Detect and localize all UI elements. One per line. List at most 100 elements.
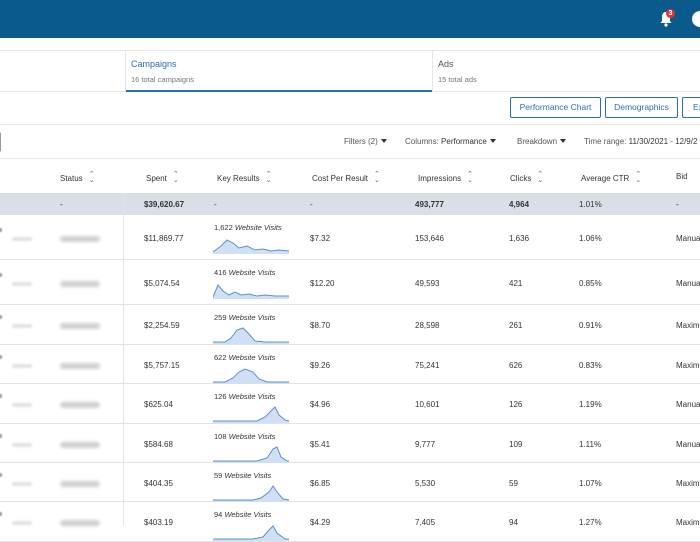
- key-results-label: Website Visits: [224, 471, 272, 480]
- cell-cost-per-result: $12.20: [310, 279, 335, 288]
- tab-ads[interactable]: Ads 15 total ads: [433, 51, 700, 92]
- row-checkbox[interactable]: [0, 473, 2, 477]
- cell-spent: $5,074.54: [144, 279, 180, 288]
- column-header-key-results[interactable]: Key Results ⌃ ⌄: [217, 171, 272, 184]
- time-range-picker[interactable]: Time range: 11/30/2021 - 12/9/2: [584, 137, 697, 146]
- table-row[interactable]: $404.35 59 Website Visits $6.85 5,530 59 1.07…: [0, 463, 700, 502]
- key-results-count: 126: [214, 392, 227, 401]
- column-header-bid[interactable]: Bid: [676, 172, 688, 181]
- breakdown-dropdown[interactable]: Breakdown: [517, 137, 567, 146]
- summary-clicks: 4,964: [509, 200, 530, 209]
- cell-bid: Manua: [676, 400, 700, 409]
- summary-impressions: 493,777: [415, 200, 444, 209]
- row-checkbox[interactable]: [0, 434, 2, 438]
- table-row[interactable]: $11,869.77 1,622 Website Visits $7.32 153,6…: [0, 215, 700, 260]
- key-results-label: Website Visits: [234, 223, 282, 232]
- cell-key-results: 108 Website Visits: [214, 432, 275, 441]
- cell-key-results: 59 Website Visits: [214, 471, 271, 480]
- cell-key-results: 622 Website Visits: [214, 353, 275, 362]
- key-results-count: 108: [214, 432, 227, 441]
- key-results-count: 94: [214, 510, 223, 519]
- key-results-sparkline: [213, 485, 290, 502]
- help-icon[interactable]: [692, 11, 700, 27]
- row-checkbox[interactable]: [0, 315, 2, 319]
- cell-spent: $5,757.15: [144, 361, 180, 370]
- breakdown-label: Breakdown: [517, 137, 558, 146]
- cell-clicks: 109: [509, 440, 523, 449]
- cell-impressions: 5,530: [415, 479, 436, 488]
- performance-chart-button[interactable]: Performance Chart: [510, 97, 601, 118]
- cell-key-results: 416 Website Visits: [214, 268, 275, 277]
- redacted-campaign-name: [12, 482, 32, 486]
- redacted-status: [60, 520, 100, 526]
- summary-cost-per-result: -: [310, 200, 313, 209]
- tab-divider: [125, 51, 126, 92]
- cell-bid: Manua: [676, 440, 700, 449]
- cell-impressions: 7,405: [415, 518, 436, 527]
- column-header-average-ctr[interactable]: Average CTR ⌃ ⌄: [581, 171, 642, 184]
- cell-spent: $2,254.59: [144, 321, 180, 330]
- cell-average-ctr: 0.83%: [579, 361, 602, 370]
- table-row[interactable]: $5,074.54 416 Website Visits $12.20 49,593 4…: [0, 260, 700, 305]
- column-header-cost-per-result[interactable]: Cost Per Result ⌃ ⌄: [312, 171, 380, 184]
- redacted-campaign-name: [12, 403, 32, 407]
- tab-campaigns-title: Campaigns: [131, 59, 177, 69]
- table-row[interactable]: $403.19 94 Website Visits $4.29 7,405 94 1.27…: [0, 502, 700, 542]
- column-header-impressions[interactable]: Impressions ⌃ ⌄: [418, 171, 473, 184]
- column-header-clicks[interactable]: Clicks ⌃ ⌄: [510, 171, 544, 184]
- tab-ads-title: Ads: [438, 59, 454, 69]
- search-input[interactable]: [0, 132, 1, 152]
- sort-icon: ⌃ ⌄: [537, 171, 544, 184]
- row-checkbox[interactable]: [0, 355, 2, 359]
- key-results-sparkline: [213, 406, 290, 423]
- cell-impressions: 49,593: [415, 279, 440, 288]
- tab-campaigns[interactable]: Campaigns 16 total campaigns: [126, 51, 432, 92]
- tab-divider: [432, 51, 433, 92]
- cell-key-results: 94 Website Visits: [214, 510, 271, 519]
- cell-average-ctr: 1.06%: [579, 234, 602, 243]
- column-divider: [123, 194, 124, 525]
- redacted-status: [60, 236, 100, 242]
- summary-key-results: -: [214, 200, 217, 209]
- demographics-button[interactable]: Demographics: [605, 97, 678, 118]
- redacted-status: [60, 323, 100, 329]
- cell-bid: Maxim: [676, 361, 700, 370]
- row-checkbox[interactable]: [0, 228, 2, 232]
- key-results-sparkline: [213, 239, 290, 254]
- row-checkbox[interactable]: [0, 512, 2, 516]
- key-results-label: Website Visits: [224, 510, 272, 519]
- cell-average-ctr: 1.19%: [579, 400, 602, 409]
- tab-ads-subtitle: 15 total ads: [438, 75, 477, 84]
- cell-cost-per-result: $8.70: [310, 321, 331, 330]
- cell-bid: Manua: [676, 234, 700, 243]
- export-button[interactable]: Ex: [682, 97, 700, 118]
- key-results-label: Website Visits: [228, 353, 276, 362]
- filters-dropdown[interactable]: Filters (2): [344, 137, 387, 146]
- key-results-sparkline: [213, 446, 289, 463]
- filters-label: Filters (2): [344, 137, 378, 146]
- cell-clicks: 626: [509, 361, 523, 370]
- key-results-count: 416: [214, 268, 227, 277]
- columns-dropdown[interactable]: Columns: Performance: [405, 137, 496, 146]
- cell-spent: $404.35: [144, 479, 173, 488]
- chevron-down-icon: [560, 139, 567, 143]
- column-header-status[interactable]: Status ⌃ ⌄: [60, 171, 95, 184]
- column-header-spent[interactable]: Spent ⌃ ⌄: [146, 171, 179, 184]
- redacted-status: [60, 363, 100, 369]
- table-row[interactable]: $5,757.15 622 Website Visits $9.26 75,241 62…: [0, 345, 700, 384]
- cell-spent: $584.68: [144, 440, 173, 449]
- sort-icon: ⌃ ⌄: [635, 171, 642, 184]
- sort-icon: ⌃ ⌄: [88, 171, 95, 184]
- time-range-value: 11/30/2021 - 12/9/2: [628, 137, 698, 146]
- cell-average-ctr: 0.91%: [579, 321, 602, 330]
- row-checkbox[interactable]: [0, 273, 2, 277]
- cell-cost-per-result: $5.41: [310, 440, 331, 449]
- key-results-sparkline: [213, 327, 289, 344]
- table-row[interactable]: $2,254.59 259 Website Visits $8.70 28,598 26…: [0, 305, 700, 345]
- table-row[interactable]: $584.68 108 Website Visits $5.41 9,777 109 1.…: [0, 424, 700, 463]
- table-row[interactable]: $625.04 126 Website Visits $4.96 10,601 126 1…: [0, 384, 700, 424]
- row-checkbox[interactable]: [0, 394, 2, 398]
- cell-clicks: 59: [509, 479, 518, 488]
- redacted-campaign-name: [12, 237, 32, 241]
- filter-bar: Filters (2) Columns: Performance Breakdo…: [0, 125, 700, 159]
